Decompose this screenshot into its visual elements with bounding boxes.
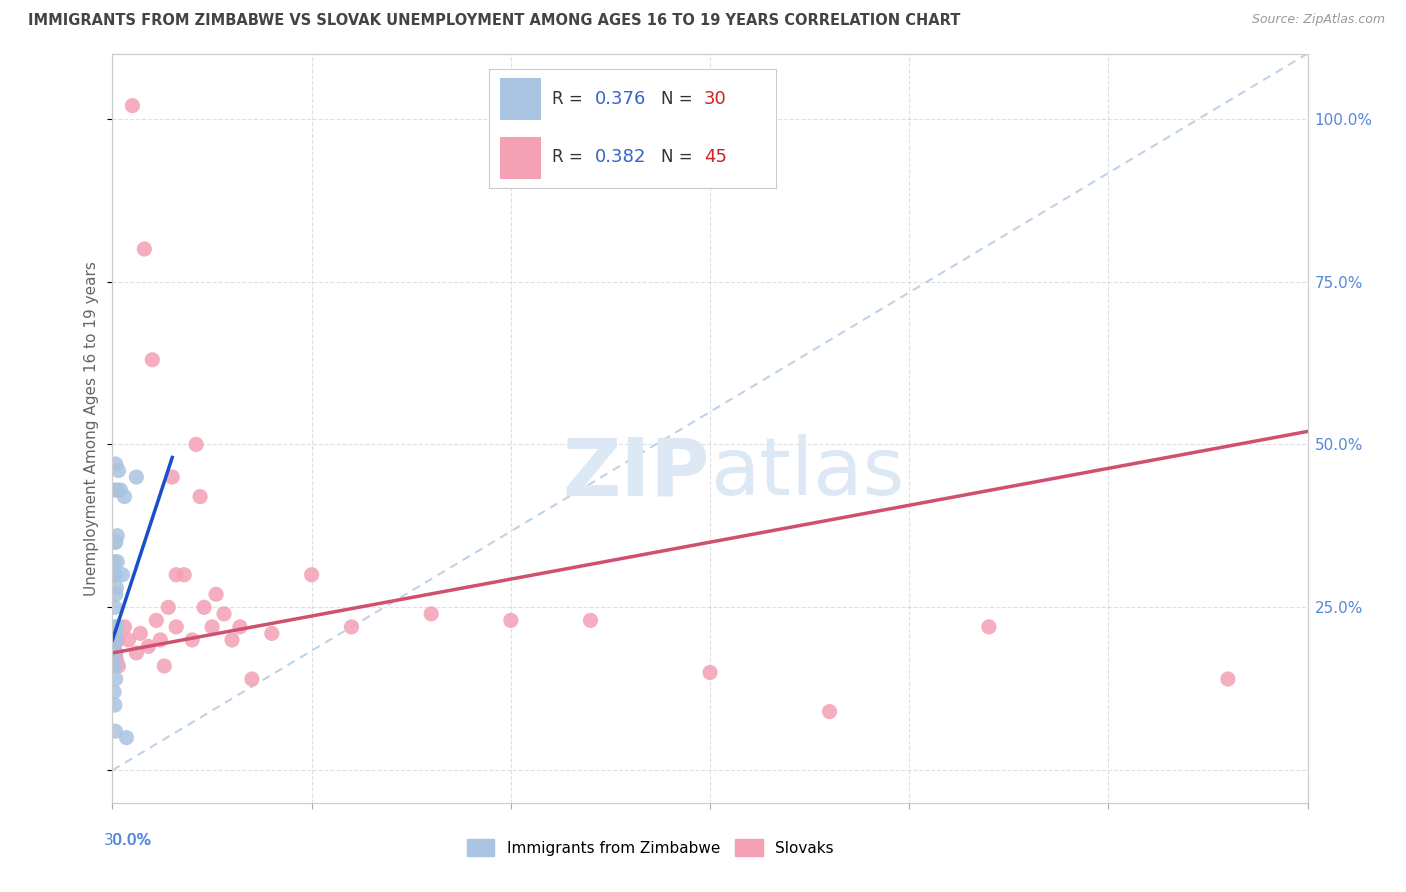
Text: ZIP: ZIP: [562, 434, 710, 512]
Point: [149, 632, 172, 647]
Point: [104, 457, 127, 471]
Point: [162, 470, 183, 484]
Point: [165, 620, 187, 634]
Point: [103, 555, 125, 569]
Point: [104, 724, 127, 739]
Point: [499, 613, 522, 627]
Point: [188, 490, 211, 504]
Point: [340, 620, 363, 634]
Point: [103, 632, 125, 647]
Point: [301, 567, 323, 582]
Point: [221, 632, 243, 647]
Text: 0.0%: 0.0%: [112, 833, 152, 847]
Point: [125, 470, 148, 484]
Point: [107, 463, 129, 477]
Point: [420, 607, 443, 621]
Point: [103, 640, 125, 654]
Point: [103, 685, 125, 699]
Point: [145, 613, 167, 627]
Text: 30.0%: 30.0%: [104, 833, 152, 847]
Point: [240, 672, 263, 686]
Point: [104, 535, 127, 549]
Point: [205, 587, 228, 601]
Point: [103, 483, 125, 497]
Point: [104, 659, 127, 673]
Point: [260, 626, 283, 640]
Point: [105, 620, 128, 634]
Point: [104, 535, 127, 549]
Point: [105, 555, 128, 569]
Point: [121, 98, 143, 112]
Text: atlas: atlas: [710, 434, 904, 512]
Point: [186, 437, 208, 451]
Point: [201, 620, 224, 634]
Point: [153, 659, 176, 673]
Point: [104, 587, 127, 601]
Point: [105, 632, 128, 647]
Point: [105, 581, 128, 595]
Point: [173, 567, 195, 582]
Point: [103, 632, 125, 647]
Point: [193, 600, 215, 615]
Point: [977, 620, 1000, 634]
Point: [129, 626, 152, 640]
Point: [1216, 672, 1239, 686]
Point: [699, 665, 721, 680]
Point: [212, 607, 235, 621]
Y-axis label: Unemployment Among Ages 16 to 19 years: Unemployment Among Ages 16 to 19 years: [84, 260, 100, 596]
Point: [104, 567, 127, 582]
Point: [134, 242, 156, 256]
Point: [104, 646, 127, 660]
Legend: Immigrants from Zimbabwe, Slovaks: Immigrants from Zimbabwe, Slovaks: [461, 833, 839, 863]
Point: [138, 640, 160, 654]
Text: IMMIGRANTS FROM ZIMBABWE VS SLOVAK UNEMPLOYMENT AMONG AGES 16 TO 19 YEARS CORREL: IMMIGRANTS FROM ZIMBABWE VS SLOVAK UNEMP…: [28, 13, 960, 29]
Point: [141, 352, 163, 367]
Text: Source: ZipAtlas.com: Source: ZipAtlas.com: [1251, 13, 1385, 27]
Point: [115, 731, 138, 745]
Point: [105, 632, 128, 647]
Point: [104, 600, 127, 615]
Point: [105, 620, 128, 634]
Point: [105, 529, 128, 543]
Point: [181, 632, 204, 647]
Point: [114, 620, 135, 634]
Point: [105, 483, 128, 497]
Point: [165, 567, 187, 582]
Point: [110, 483, 132, 497]
Point: [105, 632, 128, 647]
Point: [104, 626, 127, 640]
Point: [104, 672, 127, 686]
Point: [125, 646, 148, 660]
Point: [111, 567, 134, 582]
Point: [114, 490, 135, 504]
Point: [229, 620, 252, 634]
Point: [579, 613, 602, 627]
Point: [107, 659, 129, 673]
Point: [117, 632, 139, 647]
Point: [105, 652, 128, 666]
Point: [818, 705, 841, 719]
Point: [103, 567, 125, 582]
Point: [105, 620, 128, 634]
Point: [104, 698, 127, 712]
Point: [104, 646, 127, 660]
Point: [104, 626, 127, 640]
Point: [157, 600, 180, 615]
